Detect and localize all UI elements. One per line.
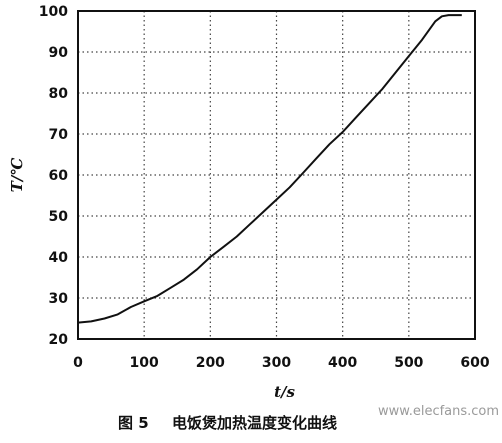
axis-ticks: 20 30 40 50 60 70 80 90 100 0 100 200 300 400 500 600	[39, 4, 490, 371]
x-tick-label: 400	[328, 355, 357, 371]
figure-number: 图 5	[118, 414, 149, 432]
figure-caption: 电饭煲加热温度变化曲线	[172, 414, 337, 432]
x-tick-label: 200	[196, 355, 225, 371]
x-tick-label: 0	[73, 355, 83, 371]
y-tick-label: 50	[49, 209, 69, 225]
y-tick-label: 20	[49, 332, 69, 348]
y-tick-label: 60	[49, 168, 69, 184]
x-tick-label: 100	[130, 355, 159, 371]
y-tick-label: 30	[49, 291, 69, 307]
y-tick-label: 90	[49, 45, 69, 61]
x-tick-label: 500	[394, 355, 423, 371]
watermark-text: www.elecfans.com	[378, 404, 499, 419]
x-tick-label: 600	[460, 355, 489, 371]
y-tick-label: 80	[49, 86, 69, 102]
x-tick-label: 300	[262, 355, 291, 371]
x-axis-label: t/s	[274, 383, 295, 401]
y-tick-label: 100	[39, 4, 68, 20]
plot-frame	[77, 10, 476, 340]
y-tick-label: 40	[49, 250, 69, 266]
series-line-temperature	[77, 14, 462, 324]
y-axis-label: T/℃	[8, 158, 26, 193]
grid-lines	[78, 11, 475, 339]
y-tick-label: 70	[49, 127, 69, 143]
